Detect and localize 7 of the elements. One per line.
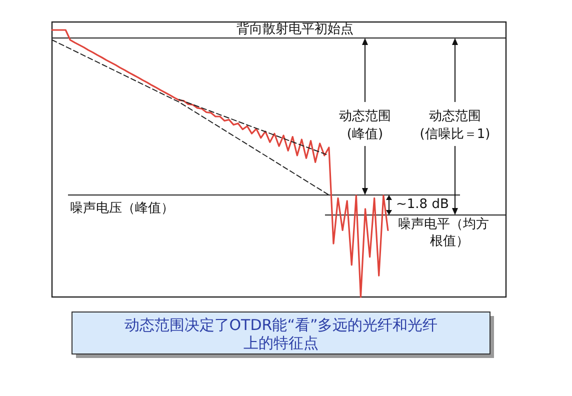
annotation: 动态范围(峰值) [339, 109, 391, 142]
annotation: ~1.8 dB [396, 197, 449, 212]
ref-line-label: 噪声电平（均方根值） [398, 216, 489, 250]
ref-line-label: 背向散射电平初始点 [236, 22, 354, 38]
ref-line-label: 噪声电压（峰值） [70, 201, 174, 216]
annotation: 动态范围(信噪比＝1) [420, 109, 490, 142]
text: 动态范围决定了OTDR能“看”多远的光纤和光纤上的特征点 [124, 316, 438, 352]
